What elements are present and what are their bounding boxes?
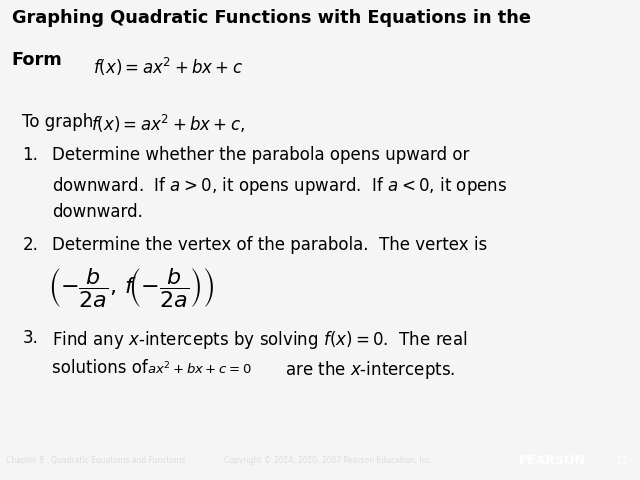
Text: Determine whether the parabola opens upward or: Determine whether the parabola opens upw… [52, 146, 470, 164]
Text: Copyright © 2014, 2010, 2007 Pearson Education, Inc.: Copyright © 2014, 2010, 2007 Pearson Edu… [224, 456, 433, 466]
Text: $f(x) = ax^2 + bx + c$: $f(x) = ax^2 + bx + c$ [93, 56, 243, 78]
Text: $f(x) = ax^2 + bx + c,$: $f(x) = ax^2 + bx + c,$ [91, 113, 244, 135]
Text: are the $x$-intercepts.: are the $x$-intercepts. [285, 359, 455, 381]
Text: To graph: To graph [22, 113, 104, 131]
Text: Find any $x$-intercepts by solving $f(x) = 0$.  The real: Find any $x$-intercepts by solving $f(x)… [52, 329, 468, 351]
Text: 3.: 3. [22, 329, 38, 348]
Text: 11: 11 [616, 456, 630, 466]
Text: Chapter 8   Quadratic Equations and Functions: Chapter 8 Quadratic Equations and Functi… [6, 456, 186, 466]
Text: downward.: downward. [52, 203, 143, 221]
Text: downward.  If $a > 0$, it opens upward.  If $a < 0$, it opens: downward. If $a > 0$, it opens upward. I… [52, 175, 508, 196]
Text: solutions of: solutions of [52, 359, 148, 377]
Text: PEARSON: PEARSON [518, 455, 585, 468]
Text: 2.: 2. [22, 236, 38, 254]
Text: Graphing Quadratic Functions with Equations in the: Graphing Quadratic Functions with Equati… [12, 10, 531, 27]
Text: Determine the vertex of the parabola.  The vertex is: Determine the vertex of the parabola. Th… [52, 236, 488, 254]
Text: Form: Form [12, 51, 62, 70]
Text: 1.: 1. [22, 146, 38, 164]
Text: $ax^2 + bx + c = 0$: $ax^2 + bx + c = 0$ [147, 360, 252, 377]
Text: $\left(-\dfrac{b}{2a},\, f\!\left(-\dfrac{b}{2a}\right)\right)$: $\left(-\dfrac{b}{2a},\, f\!\left(-\dfra… [48, 266, 214, 309]
